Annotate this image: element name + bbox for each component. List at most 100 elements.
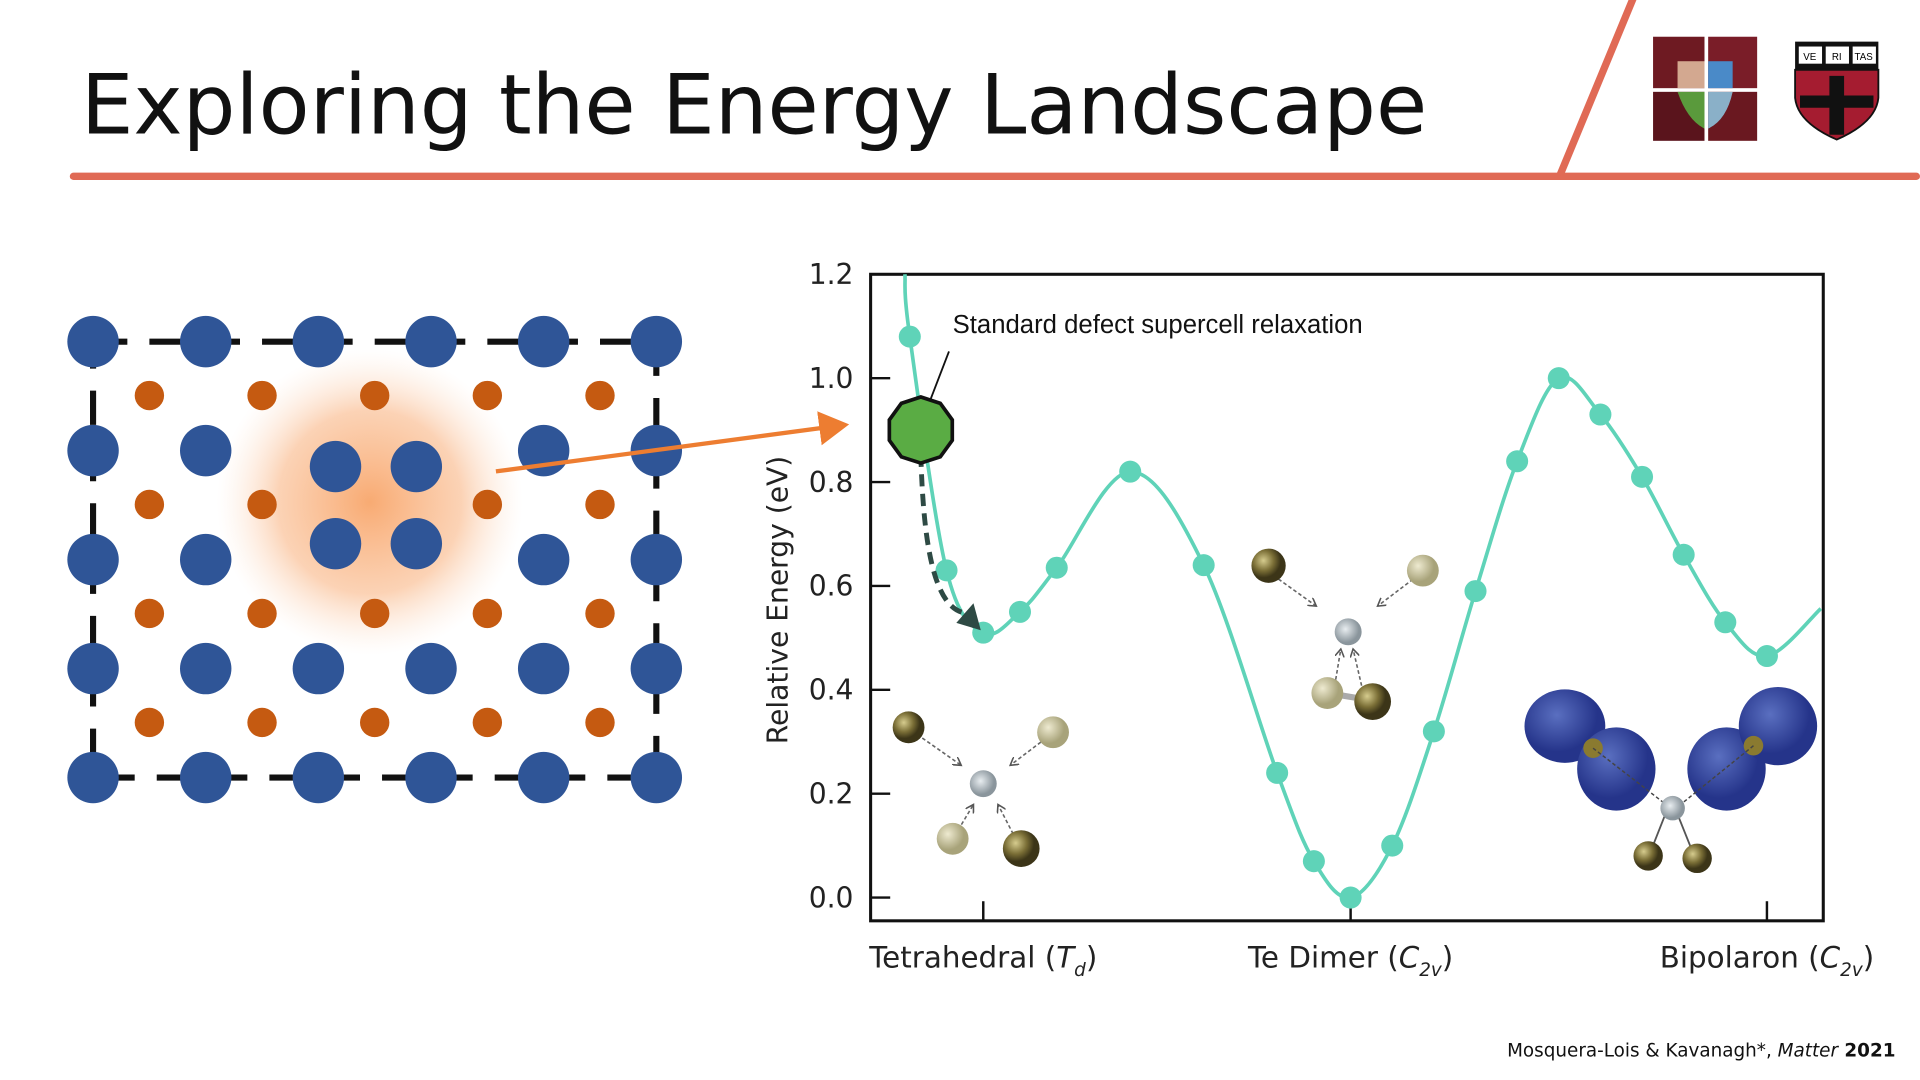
interstitial-atom <box>360 598 390 629</box>
interstitial-atom <box>247 598 277 629</box>
host-atom <box>180 424 232 477</box>
host-atom <box>67 315 119 368</box>
defect-host-atom <box>390 440 443 493</box>
host-atom <box>180 751 232 804</box>
x-tick-label: Bipolaron (C2v) <box>1660 940 1874 981</box>
host-atom <box>517 533 570 586</box>
citation-journal: Matter <box>1778 1041 1840 1062</box>
relaxation-annotation: Standard defect supercell relaxation <box>953 311 1363 339</box>
defect-host-atom <box>309 517 362 570</box>
svg-text:VE: VE <box>1803 52 1817 63</box>
data-point <box>1755 645 1778 668</box>
data-point <box>1339 886 1362 909</box>
supercell-lattice <box>67 315 850 804</box>
annotation-leader-line <box>929 351 950 400</box>
host-atom <box>630 642 683 695</box>
interstitial-atom <box>134 707 165 738</box>
te-dimer-structure-inset <box>1251 548 1439 720</box>
y-tick-label: 0.6 <box>809 570 854 603</box>
defect-host-atom <box>309 440 362 493</box>
interstitial-atom <box>472 380 503 411</box>
data-point <box>1547 367 1570 390</box>
zoom-arrow <box>495 411 850 474</box>
host-atom <box>292 315 345 368</box>
relaxation-arrowhead <box>956 603 981 631</box>
citation-authors: Mosquera-Lois & Kavanagh*, <box>1507 1041 1778 1062</box>
host-atom <box>405 315 457 368</box>
bipolaron-structure-inset <box>1524 686 1818 874</box>
y-tick-label: 1.0 <box>809 362 854 395</box>
data-point <box>1589 403 1612 426</box>
data-point <box>935 559 958 582</box>
y-tick-label: 0.2 <box>809 777 854 810</box>
y-tick-label: 1.2 <box>809 258 854 291</box>
interstitial-atom <box>585 380 615 411</box>
host-atom <box>517 315 570 368</box>
interstitial-atom <box>247 707 277 738</box>
citation-year: 2021 <box>1838 1041 1896 1062</box>
host-atom <box>292 751 345 804</box>
y-tick-label: 0.4 <box>809 674 854 707</box>
tetrahedral-structure-inset <box>892 711 1069 867</box>
header-diagonal <box>1556 0 1637 177</box>
svg-text:RI: RI <box>1832 52 1842 63</box>
initial-structure-marker <box>887 395 955 466</box>
host-atom <box>517 751 570 804</box>
host-atom <box>67 642 119 695</box>
interstitial-atom <box>360 707 390 738</box>
data-point <box>1506 450 1529 473</box>
interstitial-atom <box>472 489 503 520</box>
svg-text:TAS: TAS <box>1855 52 1874 63</box>
plot-frame <box>869 272 1825 923</box>
y-tick-label: 0.8 <box>809 466 854 499</box>
data-point <box>1422 720 1445 743</box>
data-point <box>1672 543 1695 566</box>
citation: Mosquera-Lois & Kavanagh*, Matter 2021 <box>1507 1041 1895 1062</box>
data-point <box>1631 465 1654 488</box>
defect-glow <box>216 348 523 656</box>
x-tick-label: Tetrahedral (Td) <box>868 940 1097 981</box>
y-tick-label: 0.0 <box>809 881 854 914</box>
title-underline <box>69 172 1920 180</box>
slide-title: Exploring the Energy Landscape <box>81 56 1427 153</box>
school-mosaic-logo <box>1653 36 1758 141</box>
host-atom <box>630 533 683 586</box>
interstitial-atom <box>585 598 615 629</box>
host-atom <box>517 642 570 695</box>
interstitial-atom <box>585 707 615 738</box>
energy-landscape-chart: 0.0 0.2 0.4 0.6 0.8 1.0 1.2 Relative Energy (e… <box>761 258 1874 981</box>
interstitial-atom <box>472 707 503 738</box>
data-point <box>1381 834 1404 857</box>
host-atom <box>405 751 457 804</box>
host-atom <box>292 642 345 695</box>
host-atom <box>630 751 683 804</box>
interstitial-atom <box>585 489 615 520</box>
host-atom <box>180 533 232 586</box>
data-point <box>1008 600 1032 623</box>
interstitial-atom <box>134 380 165 411</box>
data-point <box>1119 460 1142 483</box>
host-atom <box>67 424 119 477</box>
defect-host-atom <box>390 517 443 570</box>
x-tick-label: Te Dimer (C2v) <box>1247 940 1453 981</box>
host-atom <box>405 642 457 695</box>
host-atom <box>180 642 232 695</box>
data-point <box>1266 761 1289 784</box>
host-atom <box>630 315 683 368</box>
interstitial-atom <box>134 598 165 629</box>
data-point <box>1714 611 1737 634</box>
interstitial-atom <box>247 489 277 520</box>
host-atom <box>180 315 232 368</box>
data-point <box>1464 580 1487 603</box>
data-point <box>1192 554 1215 577</box>
data-point <box>898 325 921 348</box>
y-axis-label: Relative Energy (eV) <box>761 456 794 745</box>
data-point <box>1302 850 1325 873</box>
harvard-veritas-shield: VE RI TAS <box>1794 41 1880 141</box>
data-point <box>1045 556 1068 579</box>
host-atom <box>67 751 119 804</box>
host-atom <box>67 533 119 586</box>
interstitial-atom <box>360 380 390 411</box>
interstitial-atom <box>472 598 503 629</box>
